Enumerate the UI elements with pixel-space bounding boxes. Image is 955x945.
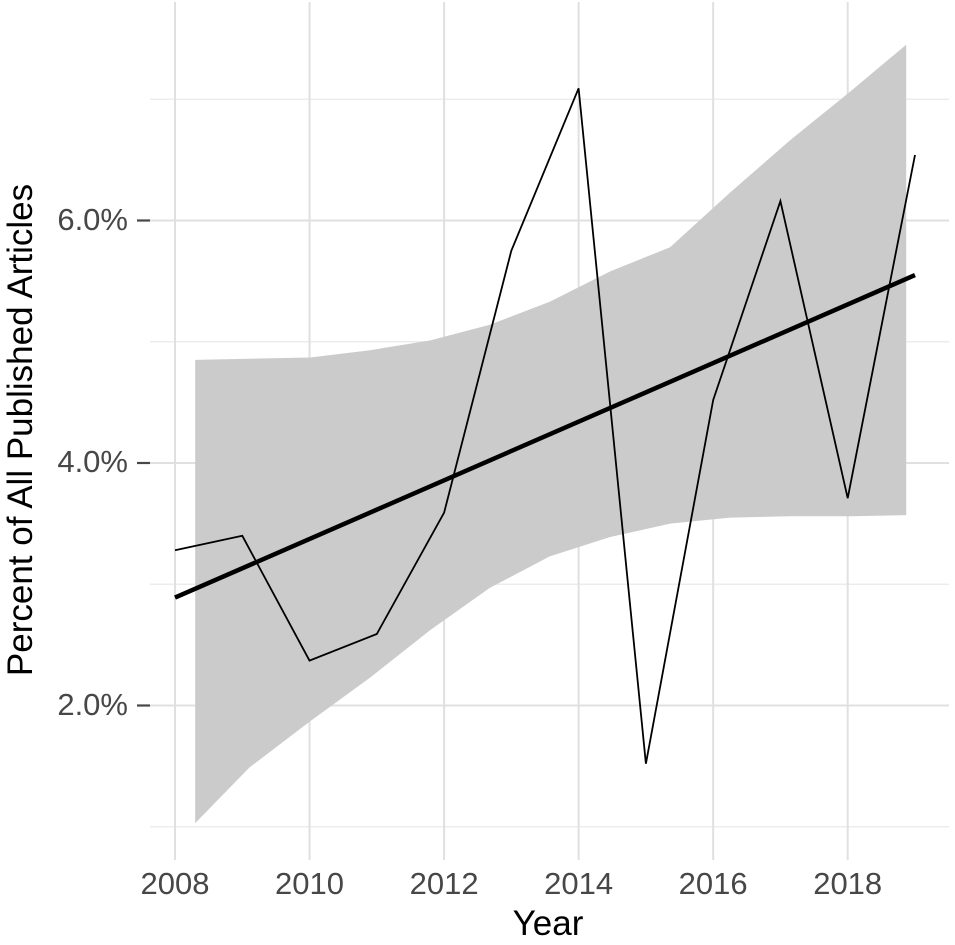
y-tick-label: 6.0% bbox=[57, 201, 128, 237]
x-tick-label: 2008 bbox=[140, 866, 210, 901]
x-tick-label: 2018 bbox=[813, 866, 883, 901]
x-tick-label: 2012 bbox=[409, 866, 479, 901]
y-tick-label: 2.0% bbox=[57, 686, 128, 722]
x-tick-label: 2010 bbox=[275, 866, 345, 901]
trend-line bbox=[174, 273, 916, 600]
x-tick-label: 2016 bbox=[678, 866, 748, 901]
x-tick-label: 2014 bbox=[544, 866, 614, 901]
x-axis-title: Year bbox=[512, 904, 584, 943]
data-line bbox=[174, 87, 916, 764]
y-axis-title: Percent of All Published Articles bbox=[0, 183, 40, 677]
y-tick-label: 4.0% bbox=[57, 444, 128, 479]
